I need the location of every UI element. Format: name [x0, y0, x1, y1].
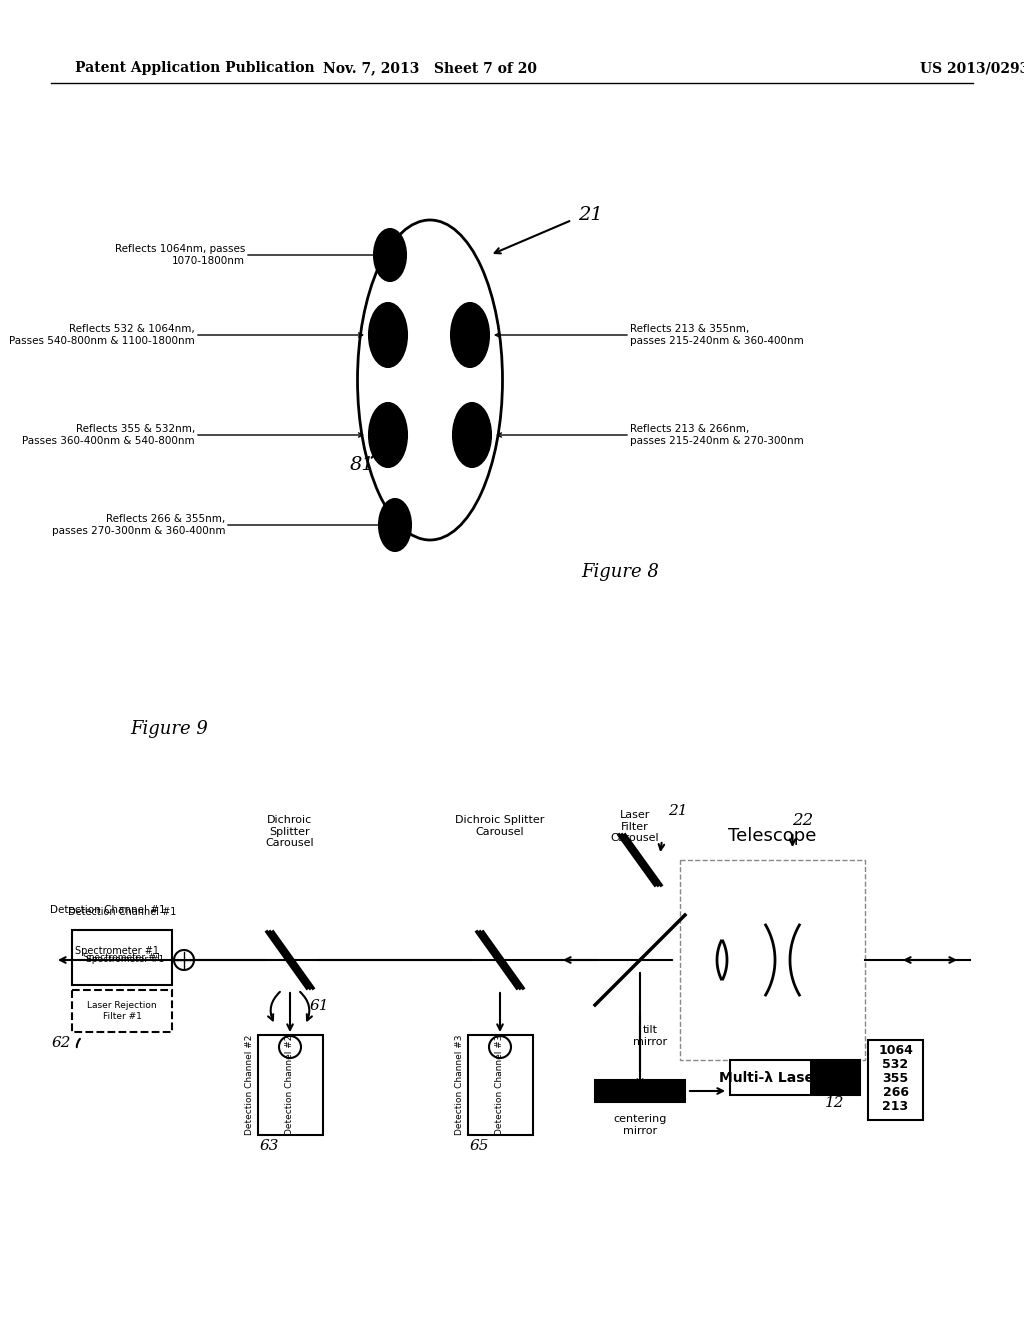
Text: US 2013/0293882 A1: US 2013/0293882 A1 — [920, 61, 1024, 75]
Text: Detection Channel #2: Detection Channel #2 — [245, 1035, 254, 1135]
Ellipse shape — [379, 499, 411, 550]
Text: Reflects 213 & 355nm,
passes 215-240nm & 360-400nm: Reflects 213 & 355nm, passes 215-240nm &… — [496, 325, 804, 346]
Text: Detection Channel #1: Detection Channel #1 — [68, 907, 176, 917]
Text: Telescope: Telescope — [728, 828, 817, 845]
Text: 1064: 1064 — [878, 1044, 913, 1056]
Bar — [468, 1035, 532, 1135]
Circle shape — [279, 1036, 301, 1059]
Text: Laser
Filter
Carousel: Laser Filter Carousel — [610, 810, 659, 843]
Text: Detection Channel #2: Detection Channel #2 — [286, 1035, 295, 1135]
Text: Reflects 266 & 355nm,
passes 270-300nm & 360-400nm: Reflects 266 & 355nm, passes 270-300nm &… — [51, 515, 409, 536]
Text: Nov. 7, 2013   Sheet 7 of 20: Nov. 7, 2013 Sheet 7 of 20 — [323, 61, 537, 75]
Ellipse shape — [369, 304, 407, 367]
Text: Detection Channel #3: Detection Channel #3 — [455, 1035, 464, 1135]
Text: Reflects 355 & 532nm,
Passes 360-400nm & 540-800nm: Reflects 355 & 532nm, Passes 360-400nm &… — [23, 424, 362, 446]
Text: 61: 61 — [310, 999, 330, 1012]
Ellipse shape — [451, 304, 489, 367]
Text: Spectrometer #1: Spectrometer #1 — [83, 953, 161, 962]
Text: Patent Application Publication: Patent Application Publication — [75, 61, 314, 75]
Text: Figure 8: Figure 8 — [581, 564, 658, 581]
Bar — [595, 1080, 685, 1102]
Bar — [257, 1035, 323, 1135]
Bar — [680, 861, 865, 1060]
Bar — [810, 1060, 860, 1096]
Text: tilt
mirror: tilt mirror — [633, 1026, 667, 1047]
Text: Detection Channel #3: Detection Channel #3 — [496, 1035, 505, 1135]
Text: 266: 266 — [883, 1085, 908, 1098]
Text: Dichroic
Splitter
Carousel: Dichroic Splitter Carousel — [265, 814, 314, 849]
Bar — [72, 990, 172, 1032]
Text: 213: 213 — [883, 1100, 908, 1113]
Text: Spectrometer #1: Spectrometer #1 — [75, 946, 159, 956]
Text: 63: 63 — [260, 1139, 280, 1152]
Ellipse shape — [453, 403, 490, 467]
Text: Laser Rejection
Filter #1: Laser Rejection Filter #1 — [87, 1002, 157, 1020]
Ellipse shape — [357, 220, 503, 540]
Bar — [868, 1040, 923, 1119]
Text: Spectrometer #1: Spectrometer #1 — [86, 956, 164, 965]
Text: 355: 355 — [883, 1072, 908, 1085]
Circle shape — [489, 1036, 511, 1059]
Ellipse shape — [374, 228, 406, 281]
Text: 532: 532 — [883, 1057, 908, 1071]
Text: Detection Channel #1: Detection Channel #1 — [50, 906, 166, 915]
Text: Multi-λ Laser: Multi-λ Laser — [719, 1071, 821, 1085]
Text: 21: 21 — [578, 206, 603, 224]
Text: 21: 21 — [668, 804, 687, 818]
Text: Reflects 1064nm, passes
1070-1800nm: Reflects 1064nm, passes 1070-1800nm — [115, 244, 403, 265]
Bar — [730, 1060, 860, 1096]
Text: 81: 81 — [349, 455, 375, 474]
Text: 62: 62 — [52, 1036, 72, 1049]
Text: Dichroic Splitter
Carousel: Dichroic Splitter Carousel — [456, 814, 545, 837]
Circle shape — [174, 950, 194, 970]
Text: centering
mirror: centering mirror — [613, 1114, 667, 1135]
Text: Figure 9: Figure 9 — [130, 719, 208, 738]
Text: 65: 65 — [470, 1139, 489, 1152]
Text: 22: 22 — [792, 812, 813, 829]
Text: Reflects 532 & 1064nm,
Passes 540-800nm & 1100-1800nm: Reflects 532 & 1064nm, Passes 540-800nm … — [9, 325, 362, 346]
Text: Reflects 213 & 266nm,
passes 215-240nm & 270-300nm: Reflects 213 & 266nm, passes 215-240nm &… — [498, 424, 804, 446]
Ellipse shape — [369, 403, 407, 467]
Text: 12: 12 — [825, 1096, 845, 1110]
Bar — [72, 931, 172, 985]
